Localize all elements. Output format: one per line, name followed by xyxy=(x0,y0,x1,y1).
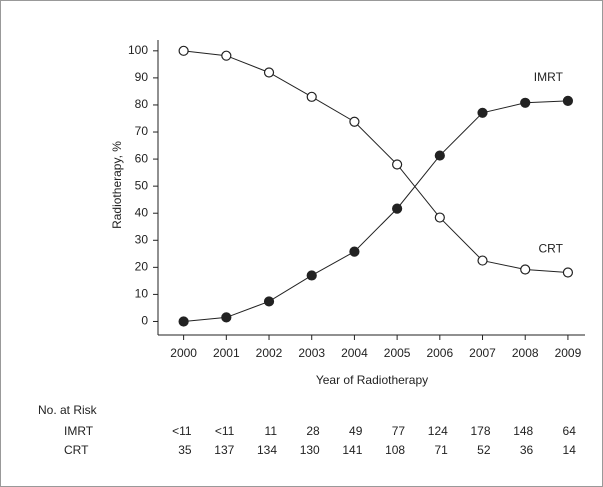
x-tick-label: 2004 xyxy=(341,346,368,360)
risk-value: 77 xyxy=(392,424,406,438)
risk-value: 11 xyxy=(265,424,278,438)
x-tick-label: 2008 xyxy=(512,346,539,360)
risk-value: 137 xyxy=(214,443,234,457)
risk-value: 178 xyxy=(470,424,490,438)
series-line xyxy=(183,100,568,322)
point xyxy=(349,116,360,127)
point xyxy=(520,97,531,108)
series-label: CRT xyxy=(538,242,563,256)
point xyxy=(221,50,232,61)
risk-value: <11 xyxy=(215,424,235,438)
risk-value: 124 xyxy=(428,424,448,438)
risk-row-label: IMRT xyxy=(64,424,94,438)
point xyxy=(562,95,574,106)
point xyxy=(221,312,232,323)
risk-value: 28 xyxy=(306,424,320,438)
y-tick-label: 30 xyxy=(135,232,149,246)
series-line xyxy=(183,50,568,273)
risk-value: 64 xyxy=(563,424,577,438)
point xyxy=(349,246,360,257)
risk-table-title: No. at Risk xyxy=(38,403,98,417)
x-tick-label: 2003 xyxy=(298,346,325,360)
point xyxy=(434,212,445,223)
x-tick-label: 2009 xyxy=(555,346,582,360)
x-tick-label: 2005 xyxy=(384,346,411,360)
y-tick-label: 10 xyxy=(135,287,149,301)
y-tick-label: 80 xyxy=(135,97,149,111)
risk-value: 35 xyxy=(178,443,192,457)
point xyxy=(434,150,445,161)
risk-value: 134 xyxy=(257,443,277,457)
risk-value: 130 xyxy=(300,443,320,457)
x-tick-label: 2006 xyxy=(426,346,453,360)
x-tick-label: 2007 xyxy=(469,346,496,360)
point xyxy=(477,255,488,266)
y-tick-label: 90 xyxy=(135,70,149,84)
point xyxy=(477,107,488,118)
point xyxy=(263,296,275,307)
risk-value: 148 xyxy=(513,424,533,438)
point xyxy=(263,67,275,78)
y-tick-label: 40 xyxy=(135,205,149,219)
risk-value: 36 xyxy=(520,443,534,457)
point xyxy=(562,267,574,278)
y-tick-label: 20 xyxy=(135,260,149,274)
point xyxy=(392,159,403,170)
x-tick-label: 2002 xyxy=(256,346,283,360)
x-tick-label: 2000 xyxy=(170,346,197,360)
risk-value: 49 xyxy=(349,424,363,438)
point xyxy=(520,264,531,275)
point xyxy=(306,270,317,281)
point xyxy=(178,45,189,56)
risk-value: 108 xyxy=(385,443,405,457)
y-axis-title: Radiotherapy, % xyxy=(110,141,124,229)
risk-value: <11 xyxy=(172,424,192,438)
x-axis-title: Year of Radiotherapy xyxy=(316,373,428,387)
series-label: IMRT xyxy=(534,70,564,84)
risk-value: 71 xyxy=(434,443,448,457)
risk-row-label: CRT xyxy=(64,443,89,457)
y-tick-label: 0 xyxy=(141,314,148,328)
y-tick-label: 100 xyxy=(128,43,148,57)
risk-value: 14 xyxy=(563,443,577,457)
y-tick-label: 70 xyxy=(135,124,149,138)
point xyxy=(178,316,189,327)
point xyxy=(306,91,317,102)
risk-value: 141 xyxy=(342,443,362,457)
risk-value: 52 xyxy=(477,443,491,457)
y-tick-label: 50 xyxy=(135,178,149,192)
x-tick-label: 2001 xyxy=(213,346,240,360)
point xyxy=(392,203,403,214)
y-tick-label: 60 xyxy=(135,151,149,165)
